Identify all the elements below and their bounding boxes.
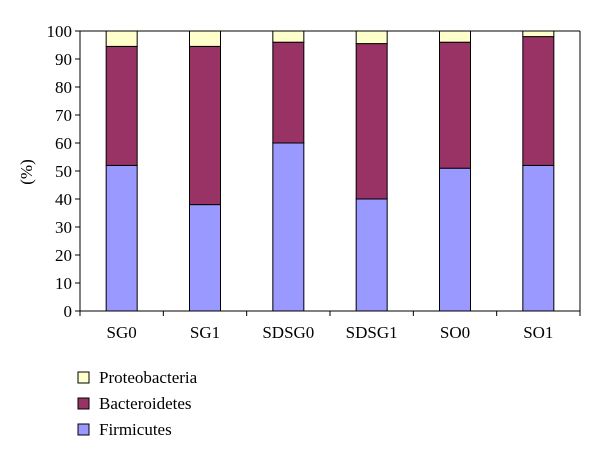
bar-bacteroidetes-so1 — [522, 36, 555, 166]
x-tick-label-sdsg0: SDSG0 — [262, 323, 314, 342]
x-tick-label-sg1: SG1 — [190, 323, 220, 342]
x-axis-ticks: SG0 SG1 SDSG0 SDSG1 SO0 SO1 — [79, 311, 581, 342]
legend-label-proteobacteria: Proteobacteria — [99, 368, 198, 387]
bar-proteobacteria-so1 — [522, 30, 555, 38]
bar-proteobacteria-sg0 — [105, 30, 138, 47]
bar-proteobacteria-sdsg1 — [355, 30, 388, 45]
bar-bacteroidetes-so0 — [439, 41, 471, 169]
y-tick-label: 80 — [55, 78, 72, 97]
bars-layer — [105, 30, 555, 312]
y-tick-label: 90 — [55, 50, 72, 69]
y-axis-label: (%) — [17, 159, 36, 184]
y-tick-label: 20 — [55, 246, 72, 265]
bar-proteobacteria-so0 — [439, 30, 471, 43]
bar-bacteroidetes-sdsg0 — [272, 41, 305, 144]
y-axis-ticks: 0 10 20 30 40 50 60 70 80 90 100 — [47, 22, 80, 321]
bar-firmicutes-sdsg1 — [355, 198, 388, 312]
y-tick-label: 50 — [55, 162, 72, 181]
y-tick-label: 0 — [64, 302, 73, 321]
bar-proteobacteria-sg1 — [189, 30, 221, 47]
y-tick-label: 10 — [55, 274, 72, 293]
y-tick-label: 40 — [55, 190, 72, 209]
legend-label-bacteroidetes: Bacteroidetes — [99, 394, 192, 413]
legend-swatch-firmicutes — [77, 423, 90, 436]
x-tick-label-so1: SO1 — [523, 323, 553, 342]
bar-firmicutes-so1 — [522, 164, 555, 312]
x-tick-label-so0: SO0 — [440, 323, 470, 342]
bar-proteobacteria-sdsg0 — [272, 30, 305, 43]
y-tick-label: 70 — [55, 106, 72, 125]
bar-firmicutes-sdsg0 — [272, 142, 305, 312]
bar-firmicutes-sg0 — [105, 164, 138, 312]
legend-label-firmicutes: Firmicutes — [99, 420, 172, 439]
y-tick-label: 30 — [55, 218, 72, 237]
bar-bacteroidetes-sg1 — [189, 45, 221, 206]
y-tick-label: 60 — [55, 134, 72, 153]
bar-firmicutes-sg1 — [189, 204, 221, 312]
bar-firmicutes-so0 — [439, 167, 471, 312]
legend-swatch-proteobacteria — [77, 371, 90, 384]
legend-swatch-bacteroidetes — [77, 397, 90, 410]
bar-bacteroidetes-sdsg1 — [355, 43, 388, 200]
legend: Proteobacteria Bacteroidetes Firmicutes — [77, 368, 198, 439]
x-tick-label-sg0: SG0 — [107, 323, 137, 342]
bar-bacteroidetes-sg0 — [105, 45, 138, 166]
y-tick-label: 100 — [47, 22, 73, 41]
x-tick-label-sdsg1: SDSG1 — [346, 323, 398, 342]
